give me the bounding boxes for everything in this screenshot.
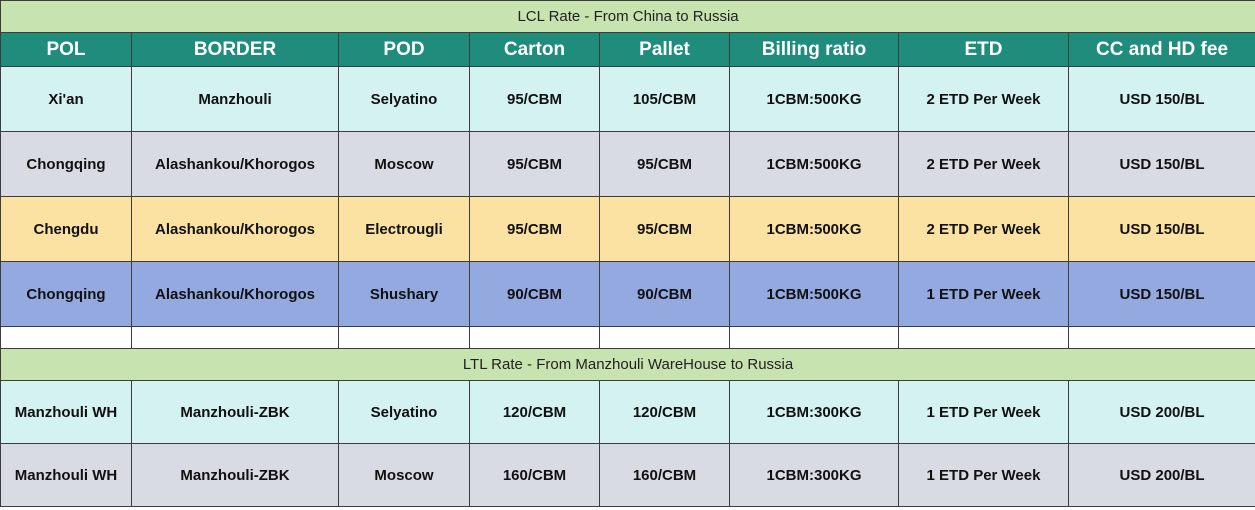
cell-pallet: 90/CBM bbox=[599, 261, 730, 327]
cell-pod: Shushary bbox=[338, 261, 470, 327]
cell-pod: Moscow bbox=[338, 443, 470, 507]
header-pol: POL bbox=[0, 32, 132, 67]
table-row: Chongqing Alashankou/Khorogos Shushary 9… bbox=[0, 261, 1255, 327]
cell-carton: 120/CBM bbox=[469, 380, 600, 444]
cell-etd: 1 ETD Per Week bbox=[898, 443, 1069, 507]
cell-pallet: 120/CBM bbox=[599, 380, 730, 444]
cell-pallet: 160/CBM bbox=[599, 443, 730, 507]
cell-billing-ratio: 1CBM:500KG bbox=[729, 66, 899, 132]
cell-pod: Selyatino bbox=[338, 380, 470, 444]
cell-fee: USD 200/BL bbox=[1067, 443, 1255, 507]
cell-etd: 1 ETD Per Week bbox=[898, 261, 1069, 327]
cell-border: Alashankou/Khorogos bbox=[131, 131, 339, 197]
cell-billing-ratio: 1CBM:500KG bbox=[729, 131, 899, 197]
cell-border: Manzhouli-ZBK bbox=[131, 443, 339, 507]
cell-carton: 90/CBM bbox=[469, 261, 600, 327]
header-pod: POD bbox=[338, 32, 470, 67]
cell-pod: Selyatino bbox=[338, 66, 470, 132]
cell-pol: Xi'an bbox=[0, 66, 132, 132]
cell-etd: 2 ETD Per Week bbox=[898, 131, 1069, 197]
cell-fee: USD 150/BL bbox=[1067, 131, 1255, 197]
table-row: Manzhouli WH Manzhouli-ZBK Moscow 160/CB… bbox=[0, 443, 1255, 507]
cell-billing-ratio: 1CBM:300KG bbox=[729, 443, 899, 507]
spacer-row bbox=[0, 326, 1255, 349]
cell-billing-ratio: 1CBM:500KG bbox=[729, 261, 899, 327]
ltl-title: LTL Rate - From Manzhouli WareHouse to R… bbox=[0, 348, 1255, 381]
cell-border: Alashankou/Khorogos bbox=[131, 261, 339, 327]
header-cc-hd-fee: CC and HD fee bbox=[1067, 32, 1255, 67]
table-row: Chongqing Alashankou/Khorogos Moscow 95/… bbox=[0, 131, 1255, 197]
header-pallet: Pallet bbox=[599, 32, 730, 67]
cell-pol: Manzhouli WH bbox=[0, 443, 132, 507]
header-etd: ETD bbox=[898, 32, 1069, 67]
cell-fee: USD 150/BL bbox=[1067, 66, 1255, 132]
table-row: Xi'an Manzhouli Selyatino 95/CBM 105/CBM… bbox=[0, 66, 1255, 132]
header-billing-ratio: Billing ratio bbox=[729, 32, 899, 67]
cell-carton: 95/CBM bbox=[469, 196, 600, 262]
cell-billing-ratio: 1CBM:300KG bbox=[729, 380, 899, 444]
cell-pol: Manzhouli WH bbox=[0, 380, 132, 444]
cell-pol: Chongqing bbox=[0, 261, 132, 327]
cell-border: Manzhouli-ZBK bbox=[131, 380, 339, 444]
table-row: Manzhouli WH Manzhouli-ZBK Selyatino 120… bbox=[0, 380, 1255, 444]
cell-border: Manzhouli bbox=[131, 66, 339, 132]
cell-border: Alashankou/Khorogos bbox=[131, 196, 339, 262]
lcl-title: LCL Rate - From China to Russia bbox=[0, 0, 1255, 33]
cell-etd: 1 ETD Per Week bbox=[898, 380, 1069, 444]
cell-fee: USD 150/BL bbox=[1067, 261, 1255, 327]
header-border: BORDER bbox=[131, 32, 339, 67]
cell-carton: 95/CBM bbox=[469, 66, 600, 132]
cell-pod: Moscow bbox=[338, 131, 470, 197]
cell-billing-ratio: 1CBM:500KG bbox=[729, 196, 899, 262]
header-row: POL BORDER POD Carton Pallet Billing rat… bbox=[0, 32, 1255, 67]
cell-pol: Chongqing bbox=[0, 131, 132, 197]
cell-pallet: 95/CBM bbox=[599, 196, 730, 262]
cell-etd: 2 ETD Per Week bbox=[898, 66, 1069, 132]
cell-fee: USD 200/BL bbox=[1067, 380, 1255, 444]
table-row: Chengdu Alashankou/Khorogos Electrougli … bbox=[0, 196, 1255, 262]
header-carton: Carton bbox=[469, 32, 600, 67]
cell-etd: 2 ETD Per Week bbox=[898, 196, 1069, 262]
cell-pol: Chengdu bbox=[0, 196, 132, 262]
cell-fee: USD 150/BL bbox=[1067, 196, 1255, 262]
cell-pallet: 95/CBM bbox=[599, 131, 730, 197]
cell-pallet: 105/CBM bbox=[599, 66, 730, 132]
cell-pod: Electrougli bbox=[338, 196, 470, 262]
cell-carton: 95/CBM bbox=[469, 131, 600, 197]
cell-carton: 160/CBM bbox=[469, 443, 600, 507]
